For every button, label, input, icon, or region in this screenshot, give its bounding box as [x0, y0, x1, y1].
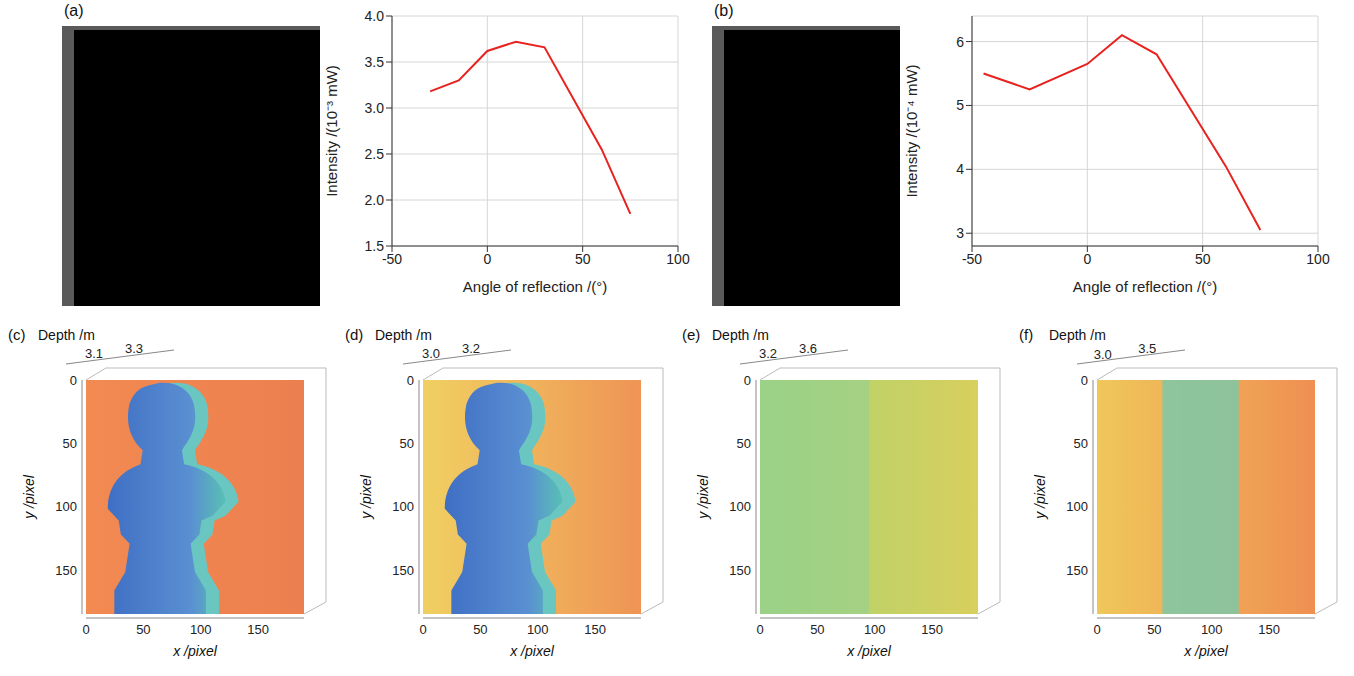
svg-text:y /pixel: y /pixel	[358, 474, 374, 519]
svg-text:Intensity /(10⁻⁴ mW): Intensity /(10⁻⁴ mW)	[903, 64, 920, 197]
svg-text:Depth /m: Depth /m	[712, 327, 769, 343]
svg-text:Intensity /(10⁻³ mW): Intensity /(10⁻³ mW)	[323, 65, 340, 197]
svg-text:3.2: 3.2	[759, 346, 777, 361]
svg-text:3.6: 3.6	[799, 341, 817, 356]
svg-text:3: 3	[956, 225, 964, 241]
svg-text:100: 100	[527, 622, 549, 637]
svg-text:100: 100	[1201, 622, 1223, 637]
svg-text:100: 100	[392, 499, 414, 514]
svg-text:Angle of reflection /(°): Angle of reflection /(°)	[1073, 278, 1217, 295]
svg-text:Depth /m: Depth /m	[375, 327, 432, 343]
svg-text:Depth /m: Depth /m	[38, 327, 95, 343]
svg-text:100: 100	[666, 251, 690, 267]
svg-text:150: 150	[1258, 622, 1280, 637]
svg-text:3.0: 3.0	[1094, 347, 1112, 362]
svg-text:150: 150	[392, 563, 414, 578]
svg-text:50: 50	[400, 436, 414, 451]
svg-text:50: 50	[1074, 436, 1088, 451]
svg-text:3.5: 3.5	[365, 54, 385, 70]
svg-text:0: 0	[744, 373, 751, 388]
svg-text:100: 100	[1066, 499, 1088, 514]
svg-text:0: 0	[1093, 622, 1100, 637]
svg-text:150: 150	[1066, 563, 1088, 578]
svg-text:150: 150	[921, 622, 943, 637]
svg-text:1.5: 1.5	[365, 238, 385, 254]
svg-text:150: 150	[55, 563, 77, 578]
svg-text:5: 5	[956, 97, 964, 113]
svg-text:50: 50	[575, 251, 591, 267]
svg-text:3.5: 3.5	[1138, 341, 1156, 356]
svg-text:150: 150	[247, 622, 269, 637]
svg-text:y /pixel: y /pixel	[1032, 474, 1048, 519]
svg-text:3.2: 3.2	[462, 341, 480, 356]
svg-text:100: 100	[55, 499, 77, 514]
svg-text:0: 0	[407, 373, 414, 388]
svg-text:4.0: 4.0	[365, 8, 385, 24]
svg-text:50: 50	[1147, 622, 1161, 637]
svg-text:50: 50	[810, 622, 824, 637]
svg-text:6: 6	[956, 34, 964, 50]
svg-text:3.0: 3.0	[365, 100, 385, 116]
svg-text:100: 100	[1306, 251, 1330, 267]
svg-text:4: 4	[956, 161, 964, 177]
svg-text:100: 100	[190, 622, 212, 637]
svg-text:x /pixel: x /pixel	[172, 643, 217, 659]
svg-text:y /pixel: y /pixel	[21, 474, 37, 519]
svg-text:50: 50	[473, 622, 487, 637]
svg-text:(c): (c)	[8, 326, 26, 343]
svg-text:0: 0	[483, 251, 491, 267]
svg-text:y /pixel: y /pixel	[695, 474, 711, 519]
svg-text:3.0: 3.0	[422, 346, 440, 361]
svg-text:Angle of reflection /(°): Angle of reflection /(°)	[463, 278, 607, 295]
svg-text:3.3: 3.3	[125, 341, 143, 356]
svg-text:2.5: 2.5	[365, 146, 385, 162]
svg-text:50: 50	[63, 436, 77, 451]
svg-text:x /pixel: x /pixel	[509, 643, 554, 659]
svg-text:3.1: 3.1	[85, 346, 103, 361]
svg-text:0: 0	[756, 622, 763, 637]
svg-text:50: 50	[737, 436, 751, 451]
svg-text:0: 0	[1083, 251, 1091, 267]
svg-text:(d): (d)	[345, 326, 363, 343]
svg-text:x /pixel: x /pixel	[846, 643, 891, 659]
svg-text:100: 100	[864, 622, 886, 637]
svg-text:50: 50	[1195, 251, 1211, 267]
svg-text:-50: -50	[382, 251, 402, 267]
svg-text:150: 150	[729, 563, 751, 578]
svg-text:2.0: 2.0	[365, 192, 385, 208]
svg-text:x /pixel: x /pixel	[1183, 643, 1228, 659]
svg-text:0: 0	[82, 622, 89, 637]
svg-text:150: 150	[584, 622, 606, 637]
svg-text:100: 100	[729, 499, 751, 514]
svg-text:0: 0	[70, 373, 77, 388]
svg-text:(f): (f)	[1019, 326, 1033, 343]
svg-text:(e): (e)	[682, 326, 700, 343]
svg-text:0: 0	[419, 622, 426, 637]
svg-text:-50: -50	[962, 251, 982, 267]
html-text:(a): (a)	[64, 2, 84, 19]
html-text:(b): (b)	[714, 2, 734, 19]
svg-text:0: 0	[1081, 373, 1088, 388]
svg-text:Depth /m: Depth /m	[1049, 327, 1106, 343]
svg-text:50: 50	[136, 622, 150, 637]
